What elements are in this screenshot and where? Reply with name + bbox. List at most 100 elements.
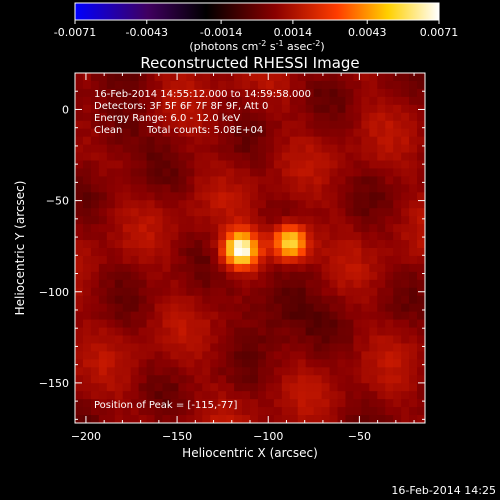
heatmap-cell <box>234 359 243 368</box>
heatmap-cell <box>146 407 156 416</box>
heatmap-cell <box>146 383 156 392</box>
heatmap-cell <box>250 375 259 384</box>
heatmap-cell <box>75 112 84 122</box>
heatmap-cell <box>385 271 394 281</box>
heatmap-cell <box>345 287 354 297</box>
heatmap-cell <box>329 176 339 185</box>
heatmap-cell <box>273 399 283 408</box>
heatmap-cell <box>289 415 299 423</box>
heatmap-cell <box>218 287 227 297</box>
heatmap-cell <box>329 192 339 201</box>
heatmap-cell <box>218 152 227 162</box>
heatmap-cell <box>265 255 275 265</box>
heatmap-cell <box>321 136 331 146</box>
heatmap-cell <box>226 120 235 130</box>
heatmap-cell <box>106 279 116 289</box>
heatmap-cell <box>361 232 370 241</box>
heatmap-cell <box>281 399 291 408</box>
heatmap-cell <box>281 128 291 138</box>
heatmap-cell <box>361 96 370 106</box>
heatmap-cell <box>218 168 227 177</box>
heatmap-cell <box>281 216 291 225</box>
heatmap-cell <box>329 319 339 329</box>
heatmap-cell <box>242 407 251 416</box>
heatmap-cell <box>154 255 164 265</box>
heatmap-cell <box>257 224 267 233</box>
heatmap-cell <box>226 192 235 201</box>
heatmap-cell <box>265 287 275 297</box>
heatmap-cell <box>146 216 156 225</box>
heatmap-cell <box>186 311 195 321</box>
heatmap-cell <box>369 73 378 82</box>
heatmap-cell <box>186 375 195 384</box>
heatmap-cell <box>377 303 386 313</box>
heatmap-cell <box>273 88 283 98</box>
heatmap-cell <box>385 168 394 177</box>
heatmap-cell <box>90 391 100 400</box>
heatmap-cell <box>226 319 235 329</box>
heatmap-cell <box>321 152 331 162</box>
heatmap-cell <box>162 319 172 329</box>
heatmap-cell <box>369 351 378 360</box>
heatmap-cell <box>305 295 315 305</box>
heatmap-cell <box>305 88 315 98</box>
heatmap-cell <box>210 319 219 329</box>
heatmap-cell <box>122 240 132 249</box>
heatmap-cell <box>417 399 425 408</box>
heatmap-cell <box>210 263 219 273</box>
heatmap-cell <box>138 80 148 90</box>
heatmap-cell <box>337 359 347 368</box>
heatmap-cell <box>329 383 339 392</box>
heatmap-cell <box>273 287 283 297</box>
heatmap-cell <box>313 240 323 249</box>
heatmap-cell <box>281 96 291 106</box>
heatmap-cell <box>401 311 410 321</box>
heatmap-cell <box>114 351 124 360</box>
heatmap-cell <box>106 303 116 313</box>
heatmap-cell <box>289 343 299 352</box>
heatmap-cell <box>297 232 307 241</box>
heatmap-cell <box>186 232 195 241</box>
heatmap-cell <box>321 319 331 329</box>
heatmap-cell <box>202 335 211 345</box>
heatmap-cell <box>297 303 307 313</box>
heatmap-cell <box>250 88 259 98</box>
heatmap-cell <box>329 343 339 352</box>
heatmap-cell <box>234 367 243 376</box>
heatmap-cell <box>329 248 339 257</box>
heatmap-cell <box>202 415 211 423</box>
heatmap-cell <box>202 391 211 400</box>
heatmap-cell <box>186 136 195 146</box>
heatmap-cell <box>122 80 132 90</box>
heatmap-cell <box>138 112 148 122</box>
heatmap-cell <box>361 144 370 154</box>
heatmap-cell <box>337 80 347 90</box>
heatmap-cell <box>409 184 418 193</box>
heatmap-cell <box>75 176 84 185</box>
heatmap-cell <box>305 200 315 209</box>
heatmap-cell <box>257 240 267 249</box>
heatmap-cell <box>82 184 92 193</box>
heatmap-cell <box>265 407 275 416</box>
heatmap-cell <box>178 232 187 241</box>
heatmap-cell <box>369 208 378 217</box>
heatmap-cell <box>393 319 402 329</box>
heatmap-cell <box>106 73 116 82</box>
heatmap-cell <box>130 240 140 249</box>
heatmap-cell <box>377 144 386 154</box>
heatmap-cell <box>265 327 275 337</box>
heatmap-cell <box>154 327 164 337</box>
heatmap-cell <box>154 399 164 408</box>
heatmap-cell <box>305 335 315 345</box>
heatmap-cell <box>194 168 203 177</box>
heatmap-cell <box>265 375 275 384</box>
heatmap-cell <box>401 303 410 313</box>
heatmap-cell <box>162 415 172 423</box>
heatmap-cell <box>154 232 164 241</box>
heatmap-cell <box>345 120 354 130</box>
heatmap-cell <box>250 208 259 217</box>
heatmap-cell <box>417 216 425 225</box>
heatmap-cell <box>377 240 386 249</box>
heatmap-cell <box>297 176 307 185</box>
heatmap-cell <box>154 200 164 209</box>
